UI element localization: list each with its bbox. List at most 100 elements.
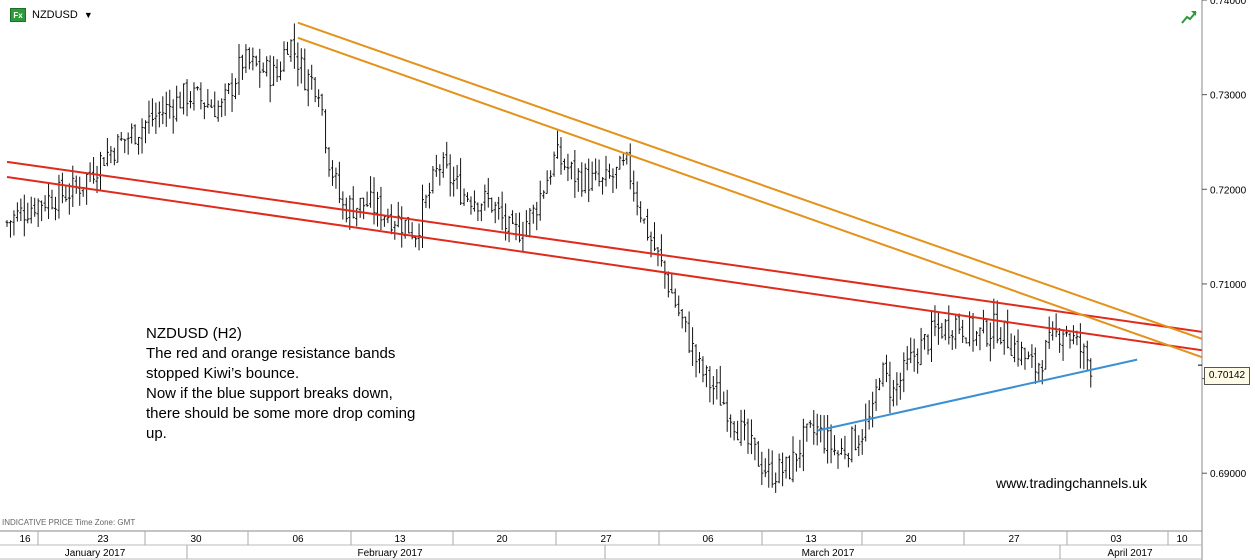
ohlc-bar: [846, 452, 850, 468]
ohlc-bar: [247, 47, 251, 70]
ohlc-bar: [230, 73, 234, 113]
ohlc-bar: [12, 210, 16, 236]
ohlc-bar: [282, 41, 286, 72]
ohlc-bar: [157, 101, 161, 128]
ohlc-bar: [1047, 316, 1051, 349]
ohlc-bar: [1020, 341, 1024, 366]
ohlc-bar: [511, 210, 515, 225]
ohlc-bar: [812, 410, 816, 445]
ohlc-bar: [403, 219, 407, 239]
ohlc-bar: [898, 372, 902, 400]
ohlc-bar: [774, 472, 778, 493]
ohlc-bar: [975, 331, 978, 346]
y-tick-label: 0.74000: [1210, 0, 1247, 7]
ohlc-bar: [632, 170, 636, 202]
ohlc-bar: [1026, 351, 1030, 360]
ohlc-bar: [597, 159, 601, 187]
analysis-note: NZDUSD (H2) The red and orange resistanc…: [146, 324, 476, 444]
ohlc-bar: [1013, 335, 1017, 363]
ohlc-bar: [891, 379, 895, 407]
trendlines: [6, 21, 1202, 432]
symbol-selector[interactable]: Fx NZDUSD ▼: [10, 8, 93, 22]
ohlc-bar: [583, 163, 587, 194]
ohlc-bar: [933, 305, 937, 337]
ohlc-bar: [517, 212, 521, 243]
ohlc-bar: [829, 424, 833, 464]
red-trendline: [6, 175, 1202, 352]
ohlc-bar: [341, 191, 345, 220]
ohlc-bar: [33, 197, 37, 217]
ohlc-bar: [528, 208, 532, 238]
indicative-price-note: INDICATIVE PRICE Time Zone: GMT: [2, 518, 136, 527]
note-line: up.: [146, 425, 167, 442]
ohlc-bar: [289, 39, 293, 62]
ohlc-bar: [119, 131, 123, 142]
ohlc-bar: [542, 190, 546, 199]
ohlc-bar: [296, 42, 300, 87]
ohlc-bar: [105, 137, 109, 167]
ohlc-bar: [749, 419, 753, 455]
ohlc-bar: [112, 147, 116, 166]
ohlc-bar: [427, 182, 431, 209]
ohlc-bar: [389, 204, 393, 235]
ohlc-bar: [587, 158, 591, 203]
ohlc-bar: [652, 222, 656, 252]
ohlc-bar: [261, 62, 265, 73]
ohlc-bar: [1085, 340, 1089, 371]
ohlc-bar: [971, 313, 975, 352]
ohlc-bar: [351, 186, 355, 219]
ohlc-bar: [895, 372, 899, 406]
ohlc-bar: [673, 288, 677, 308]
ohlc-bar: [621, 152, 625, 166]
ohlc-bar: [327, 146, 331, 177]
ohlc-bar: [573, 150, 577, 198]
ohlc-bar: [60, 172, 64, 204]
ohlc-bar: [147, 100, 151, 134]
ohlc-bar: [864, 403, 868, 442]
ohlc-bar: [438, 164, 442, 186]
ohlc-bar: [272, 56, 276, 86]
ohlc-bar: [576, 168, 580, 192]
ohlc-bar: [947, 305, 951, 345]
ohlc-bar: [1037, 362, 1041, 381]
ohlc-bar: [704, 365, 708, 388]
ohlc-bar: [220, 98, 224, 118]
ohlc-bar: [857, 435, 861, 457]
ohlc-bar: [805, 423, 809, 442]
ohlc-bar: [559, 137, 563, 175]
ohlc-bar: [850, 426, 854, 463]
ohlc-bar: [476, 202, 480, 221]
ohlc-bar: [781, 452, 785, 487]
ohlc-bar: [317, 89, 321, 108]
ohlc-bar: [1054, 313, 1058, 338]
ohlc-bar: [694, 344, 698, 378]
ohlc-bar: [36, 198, 40, 227]
ohlc-bar: [102, 156, 106, 167]
x-month-label: April 2017: [1107, 548, 1152, 559]
ohlc-bar: [628, 143, 632, 190]
ohlc-bar: [881, 362, 885, 387]
ohlc-bar: [943, 319, 947, 341]
ohlc-bar: [888, 361, 892, 414]
y-tick-label: 0.69000: [1210, 469, 1247, 480]
ohlc-bar: [275, 59, 279, 83]
ohlc-bar: [961, 319, 965, 343]
ohlc-bar: [43, 195, 47, 212]
blue-trendline: [817, 358, 1138, 432]
ohlc-bar: [770, 450, 774, 488]
ohlc-bar: [171, 99, 175, 134]
ohlc-bar: [466, 192, 470, 203]
ohlc-bar: [455, 164, 459, 190]
ohlc-bar: [957, 313, 961, 335]
ohlc-bar: [209, 99, 213, 108]
ohlc-bar: [285, 41, 289, 55]
ohlc-bar: [199, 82, 203, 110]
ohlc-bar: [254, 55, 258, 67]
ohlc-bar: [202, 102, 206, 120]
ohlc-bar: [22, 194, 26, 237]
x-tick-label: 16: [19, 534, 31, 545]
ohlc-bar: [441, 152, 445, 178]
ohlc-bar: [324, 109, 328, 154]
ohlc-bar: [161, 96, 165, 125]
